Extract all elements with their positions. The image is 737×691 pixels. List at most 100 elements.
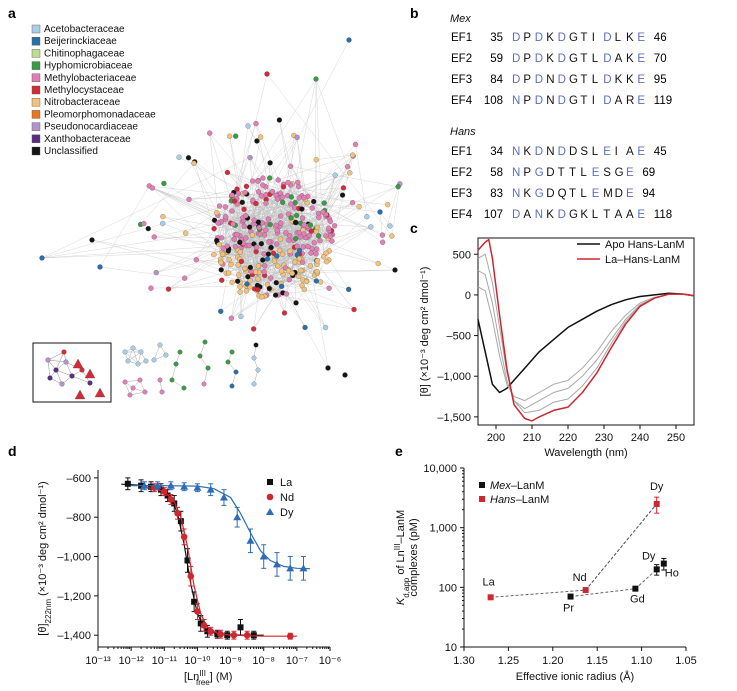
cluster-node	[130, 385, 136, 391]
data-point	[194, 608, 201, 615]
x-tick-label: 1.20	[542, 655, 563, 667]
data-point	[267, 479, 273, 485]
data-point	[660, 560, 667, 567]
network-node	[298, 267, 304, 274]
residue: D	[535, 53, 543, 65]
x-tick-label: 200	[487, 432, 505, 444]
network-node	[235, 278, 241, 284]
x-tick-label: 240	[631, 432, 649, 444]
network-node	[251, 326, 257, 332]
residue: A	[615, 53, 623, 65]
point-label: La	[483, 576, 496, 588]
network-node	[339, 192, 346, 198]
network-node	[185, 155, 192, 161]
residue: S	[580, 146, 588, 158]
y-axis-label-line2: complexes (pM)	[408, 518, 420, 596]
network-node	[297, 234, 304, 240]
network-node	[321, 200, 327, 206]
residue: K	[615, 74, 623, 86]
network-node	[266, 285, 272, 292]
cd-spectra-chart: 200 210 220 230 240 250 500 0 –500 –1,000 –1,500 Wa…	[419, 237, 695, 459]
legend-swatch	[31, 146, 41, 156]
network-node	[300, 259, 306, 265]
residue: P	[523, 167, 531, 179]
y-axis-label: [θ]222nm (×10⁻³ deg cm² dmol⁻¹)	[37, 481, 53, 635]
network-node	[364, 214, 370, 220]
network-node	[300, 244, 306, 250]
data-point	[653, 566, 660, 573]
network-node	[327, 218, 333, 225]
inset-node	[61, 349, 67, 355]
network-node	[274, 253, 280, 259]
end-index: 45	[654, 146, 667, 158]
network-node	[291, 205, 298, 211]
network-node	[347, 170, 353, 176]
network-node	[245, 274, 251, 280]
network-node	[387, 223, 393, 229]
network-node	[235, 262, 241, 268]
data-point	[567, 593, 574, 600]
panel-label-b: b	[410, 5, 419, 21]
residue: D	[558, 209, 566, 221]
network-node	[260, 257, 266, 263]
cluster-node	[181, 385, 187, 391]
network-node	[296, 184, 302, 190]
data-point	[206, 485, 215, 493]
network-node	[375, 260, 381, 267]
x-axis-label: Effective ionic radius (Å)	[516, 670, 634, 683]
ef-label: EF4	[451, 209, 473, 221]
network-node	[293, 212, 300, 219]
series-line	[477, 286, 695, 402]
network-node	[260, 175, 266, 181]
point-label: Ho	[665, 568, 679, 580]
ef-label: EF2	[451, 53, 472, 65]
legend-label: Xanthobacteraceae	[44, 134, 131, 145]
network-node	[306, 232, 312, 238]
network-node	[238, 313, 244, 320]
x-tick-label: 10⁻⁸	[252, 655, 275, 667]
residue: D	[546, 188, 554, 200]
network-node	[320, 209, 326, 215]
network-node	[276, 117, 283, 123]
plot-frame	[477, 237, 695, 426]
residue: E	[626, 188, 634, 200]
network-node	[314, 258, 321, 264]
residue: D	[558, 95, 566, 107]
residue: I	[592, 32, 595, 44]
residue: D	[603, 95, 611, 107]
residue: D	[603, 53, 611, 65]
network-node	[253, 120, 259, 127]
data-point	[177, 518, 184, 525]
residue: G	[535, 167, 544, 179]
cluster-node	[233, 369, 239, 375]
network-node	[258, 241, 265, 247]
legend-label: Pseudonocardiaceae	[44, 122, 138, 133]
cluster-node	[122, 379, 128, 385]
legend-label: Hyphomicrobiaceae	[44, 61, 133, 72]
network-node	[274, 227, 280, 234]
network-node	[301, 222, 307, 228]
network-node	[237, 284, 243, 290]
start-index: 84	[490, 74, 503, 86]
network-node	[296, 273, 302, 280]
network-node	[160, 220, 166, 227]
residue: S	[603, 167, 611, 179]
residue: T	[580, 74, 587, 86]
network-node	[276, 247, 283, 253]
network-node	[303, 278, 310, 285]
network-node	[216, 203, 223, 209]
residue: G	[569, 53, 578, 65]
legend-label: Nitrobacteraceae	[44, 97, 121, 108]
x-tick-label: 10⁻¹⁰	[184, 655, 211, 667]
fit-curve	[131, 485, 311, 570]
residue: E	[637, 146, 645, 158]
y-tick-label: 100	[439, 582, 457, 594]
network-node	[161, 180, 167, 187]
network-node	[148, 285, 154, 291]
residue: D	[546, 167, 554, 179]
residue: N	[546, 146, 554, 158]
network-node	[165, 286, 172, 292]
data-point	[191, 598, 198, 605]
cluster-node	[143, 358, 149, 364]
point-label: Dy	[650, 481, 664, 493]
